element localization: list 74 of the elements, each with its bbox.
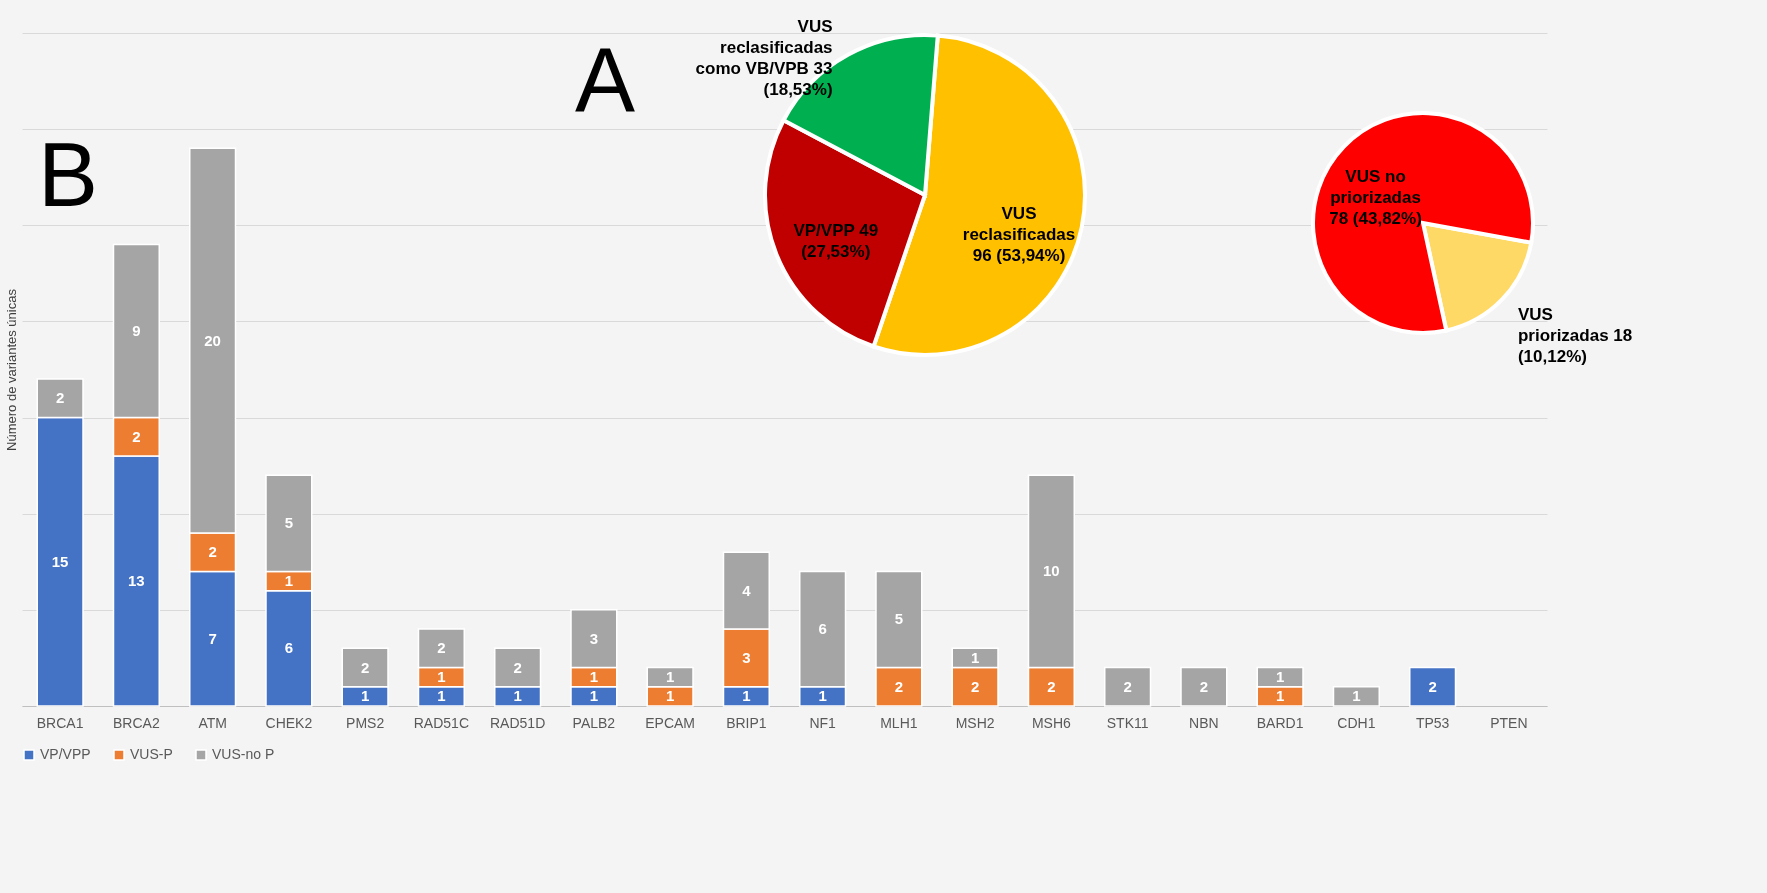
data-label: 15: [51, 552, 69, 570]
data-label: 1: [437, 668, 446, 686]
x-tick-label: BRIP1: [726, 714, 767, 731]
bar: [1332, 686, 1380, 707]
bar: [1104, 666, 1152, 707]
x-tick-label: PMS2: [346, 714, 385, 731]
x-tick-label: BRCA2: [113, 714, 160, 731]
x-tick-label: BARD1: [1256, 714, 1304, 731]
slice-label: VP/VPP 49 (27,53%): [793, 220, 879, 261]
data-label: 10: [1043, 562, 1060, 580]
x-tick-label: MSH6: [1031, 714, 1072, 731]
x-tick-label: RAD51D: [490, 714, 546, 731]
slice-label: VUS priorizadas 18 (10,12%): [1517, 304, 1633, 366]
data-label: 2: [513, 658, 522, 676]
data-label: 2: [1428, 677, 1437, 695]
data-label: 1: [360, 687, 370, 705]
legend-label: VUS-P: [130, 746, 173, 762]
data-label: 1: [1352, 687, 1361, 705]
data-label: 2: [1047, 677, 1056, 695]
x-tick-label: CDH1: [1337, 714, 1376, 731]
data-label: 2: [132, 427, 141, 445]
annotation: A: [575, 30, 636, 130]
data-label: 6: [284, 639, 294, 657]
data-label: 1: [437, 687, 446, 705]
data-label: 1: [665, 668, 675, 686]
data-label: 5: [894, 610, 904, 628]
y-axis-title: Número de variantes únicas: [3, 288, 19, 451]
data-label: 2: [437, 639, 446, 657]
x-tick-label: ATM: [198, 714, 227, 731]
data-label: 4: [742, 581, 752, 599]
annotation: B: [38, 125, 99, 225]
x-tick-label: MSH2: [955, 714, 995, 731]
data-label: 1: [1275, 687, 1285, 705]
data-label: 1: [513, 687, 522, 705]
x-tick-label: MLH1: [880, 714, 918, 731]
data-label: 2: [1199, 677, 1209, 695]
data-label: 1: [665, 687, 675, 705]
data-label: 2: [360, 658, 370, 676]
x-tick-label: STK11: [1106, 714, 1149, 731]
data-label: 2: [970, 677, 980, 695]
data-label: 9: [132, 322, 141, 340]
x-tick-label: RAD51C: [413, 714, 469, 731]
data-label: 1: [970, 648, 980, 666]
data-label: 2: [208, 543, 217, 561]
bar: [1409, 666, 1457, 707]
x-tick-label: TP53: [1415, 714, 1450, 731]
x-tick-label: NF1: [809, 714, 837, 731]
data-label: 1: [589, 668, 599, 686]
data-label: 3: [742, 648, 751, 666]
data-label: 5: [284, 514, 294, 532]
data-label: 2: [55, 389, 65, 407]
data-label: 2: [894, 677, 904, 695]
data-label: 1: [1275, 668, 1285, 686]
data-label: 20: [204, 331, 221, 349]
x-tick-label: BRCA1: [36, 714, 84, 731]
data-label: 13: [128, 572, 145, 590]
legend-label: VP/VPP: [40, 746, 91, 762]
legend-label: VUS-no P: [212, 746, 275, 762]
x-tick-label: EPCAM: [645, 714, 696, 731]
bar: [1180, 666, 1228, 707]
x-tick-label: PTEN: [1490, 714, 1528, 731]
data-label: 1: [589, 687, 599, 705]
slice-label: VUS no priorizadas 78 (43,82%): [1329, 167, 1422, 229]
data-label: 2: [1123, 677, 1132, 695]
data-label: 7: [208, 629, 217, 647]
data-label: 1: [742, 687, 751, 705]
x-tick-label: PALB2: [572, 714, 616, 731]
x-tick-label: NBN: [1189, 714, 1219, 731]
data-label: 1: [284, 572, 294, 590]
slice-label: VUS reclasificadas 96 (53,94%): [962, 204, 1076, 266]
data-label: 6: [818, 620, 827, 638]
data-label: 1: [818, 687, 827, 705]
data-label: 3: [589, 629, 599, 647]
x-tick-label: CHEK2: [265, 714, 313, 731]
